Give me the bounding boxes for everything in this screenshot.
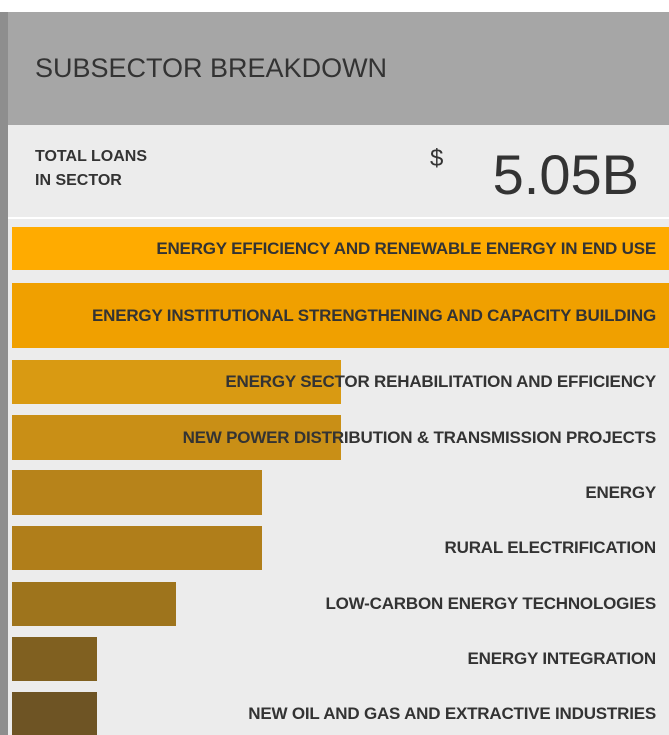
side-strip [0,12,8,735]
bar-label: ENERGY INTEGRATION [467,649,657,668]
separator [8,217,669,219]
bar-label: NEW OIL AND GAS AND EXTRACTIVE INDUSTRIE… [248,703,656,723]
bar-label: RURAL ELECTRIFICATION [444,538,657,557]
bar [12,470,262,515]
bar [12,415,341,460]
bar-label: NEW POWER DISTRIBUTION & TRANSMISSION PR… [182,427,657,447]
currency: $ [430,145,444,172]
bar [12,526,262,570]
header: SUBSECTOR BREAKDOWN [8,12,669,125]
bar-label: ENERGY [585,482,656,502]
bar-label: ENERGY INSTITUTIONAL STRENGTHENING AND C… [92,305,656,325]
bar-label: ENERGY SECTOR REHABILITATION AND EFFICIE… [225,372,656,391]
summary-label: IN SECTOR [35,172,122,189]
bar [12,692,98,735]
header-title: SUBSECTOR BREAKDOWN [35,53,388,83]
bar [12,637,98,681]
bar-label: LOW-CARBON ENERGY TECHNOLOGIES [325,594,656,613]
bar [12,360,341,404]
bar [12,582,177,626]
total-amount: 5.05B [492,143,639,206]
bar [12,283,669,348]
bar-label: ENERGY EFFICIENCY AND RENEWABLE ENERGY I… [156,238,656,258]
summary-label: TOTAL LOANS [35,148,147,165]
bar [12,227,669,270]
